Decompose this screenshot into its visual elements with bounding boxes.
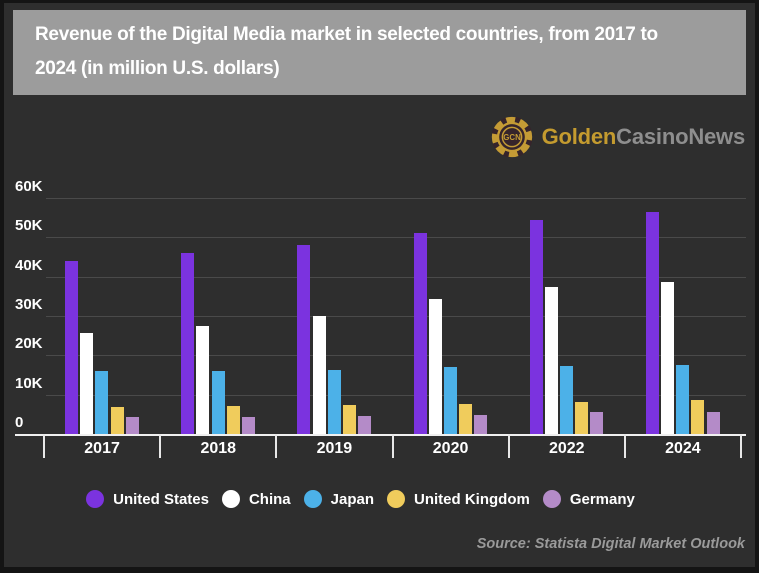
legend-swatch-icon xyxy=(542,490,561,508)
bar-chart: 0 10K 20K 30K 40K 50K 60K 2017 2018 2019 2020 2022 2… xyxy=(4,3,759,573)
page-title-line-1: Revenue of the Digital Media market in s… xyxy=(35,24,658,45)
gridline xyxy=(46,394,746,396)
bar-japan-2017 xyxy=(95,371,109,434)
legend-swatch-icon xyxy=(387,490,405,508)
legend-swatch-icon xyxy=(303,490,322,508)
bar-united-kingdom-2017 xyxy=(110,406,124,434)
bar-china-2019 xyxy=(312,316,326,434)
bar-united-states-2019 xyxy=(297,245,311,434)
bar-china-2020 xyxy=(428,299,442,434)
x-tick-label: 2022 xyxy=(548,440,585,457)
bar-china-2024 xyxy=(661,281,675,434)
y-tick-label: 60K xyxy=(15,178,43,195)
y-tick-label: 0 xyxy=(15,414,24,431)
legend-item-japan: Japan xyxy=(303,490,374,508)
brand-name-casinonews: CasinoNews xyxy=(616,124,745,149)
legend-item-china: China xyxy=(221,490,291,508)
bar-united-kingdom-2018 xyxy=(226,406,240,434)
legend-swatch-icon xyxy=(86,490,105,508)
y-tick-label: 30K xyxy=(15,296,43,313)
bar-united-kingdom-2019 xyxy=(342,405,356,434)
bar-china-2018 xyxy=(196,325,210,434)
legend-item-united-kingdom: United Kingdom xyxy=(387,490,530,508)
x-tick-label: 2017 xyxy=(84,440,120,457)
legend-swatch-icon xyxy=(221,490,240,508)
y-tick-label: 20K xyxy=(15,335,43,353)
legend-label: China xyxy=(248,490,291,508)
gridline xyxy=(46,237,746,239)
bar-united-states-2020 xyxy=(413,233,427,434)
brand-name-golden: Golden xyxy=(541,124,617,149)
x-tick-label: 2018 xyxy=(200,440,237,457)
bar-germany-2018 xyxy=(241,416,255,434)
bar-japan-2024 xyxy=(676,364,690,434)
axis-tick xyxy=(740,434,742,458)
gridline xyxy=(46,198,746,199)
legend-item-germany: Germany xyxy=(542,490,635,508)
y-tick-label: 10K xyxy=(15,374,43,392)
legend-label: Germany xyxy=(569,490,635,508)
axis-tick xyxy=(623,434,626,458)
bar-japan-2022 xyxy=(560,365,574,434)
bar-japan-2020 xyxy=(443,367,457,434)
bar-united-states-2017 xyxy=(65,260,78,434)
bar-united-kingdom-2022 xyxy=(575,401,589,434)
x-tick-label: 2019 xyxy=(316,440,353,457)
x-tick-label: 2020 xyxy=(432,440,469,457)
axis-tick xyxy=(507,434,510,458)
bar-united-kingdom-2020 xyxy=(459,404,473,434)
bar-germany-2020 xyxy=(474,414,488,434)
chart-legend: United States China Japan United Kingdom Ger… xyxy=(4,490,759,508)
bar-united-kingdom-2024 xyxy=(691,399,705,434)
bar-japan-2019 xyxy=(327,369,341,434)
gcn-casino-chip-icon: GCN xyxy=(490,116,533,158)
gridline xyxy=(46,276,746,278)
y-tick-label: 50K xyxy=(15,217,43,235)
y-tick-label: 40K xyxy=(15,256,43,274)
legend-label: United States xyxy=(113,490,209,508)
bar-germany-2017 xyxy=(125,417,139,434)
legend-label: United Kingdom xyxy=(414,490,530,508)
bar-united-states-2022 xyxy=(529,219,543,434)
axis-tick xyxy=(43,434,45,458)
gridline xyxy=(46,355,746,357)
legend-label: Japan xyxy=(330,490,374,508)
brand-name: GoldenCasinoNews xyxy=(541,124,746,150)
bar-china-2022 xyxy=(544,286,558,434)
page-title-line-2: 2024 (in million U.S. dollars) xyxy=(35,58,280,79)
bar-china-2017 xyxy=(80,332,94,434)
bar-germany-2022 xyxy=(590,412,604,434)
bar-united-states-2018 xyxy=(181,253,195,434)
svg-text:GCN: GCN xyxy=(503,133,521,142)
source-note: Source: Statista Digital Market Outlook xyxy=(476,536,745,552)
legend-item-united-states: United States xyxy=(86,490,209,508)
x-axis-line xyxy=(15,434,746,436)
title-box: Revenue of the Digital Media market in s… xyxy=(13,10,746,95)
axis-tick xyxy=(275,434,278,458)
bar-germany-2019 xyxy=(358,415,372,434)
brand-logo: GCN GoldenCasinoNews xyxy=(490,113,745,161)
axis-tick xyxy=(391,434,394,458)
gridline xyxy=(46,316,746,317)
bar-united-states-2024 xyxy=(645,211,659,434)
x-tick-label: 2024 xyxy=(665,440,701,457)
axis-tick xyxy=(159,434,162,458)
chart-background: Revenue of the Digital Media market in s… xyxy=(4,3,755,567)
bar-japan-2018 xyxy=(211,370,225,434)
bar-germany-2024 xyxy=(706,411,720,434)
